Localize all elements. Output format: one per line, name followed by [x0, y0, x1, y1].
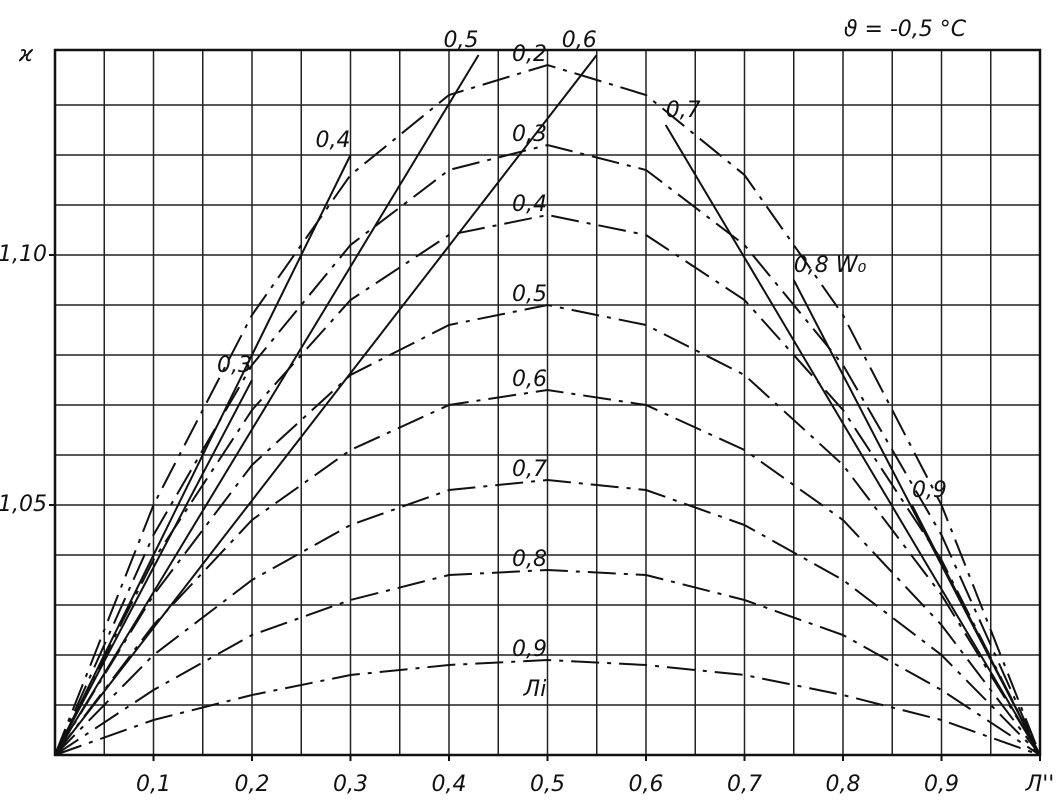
w-line [54, 379, 253, 756]
y-axis-label: ϰ [18, 42, 34, 67]
lambda-curve [54, 63, 1041, 756]
w-line [54, 54, 480, 756]
annotation: Лi [523, 677, 547, 702]
lambda-curve [54, 388, 1041, 756]
series-label: 0,7 [512, 457, 547, 482]
series-label: 0,9 [512, 637, 547, 662]
series-label: 0,8 [512, 547, 547, 572]
x-tick-label: 0,6 [629, 772, 664, 797]
lambda-curve [54, 568, 1041, 756]
x-tick-label: 0,4 [432, 772, 467, 797]
series-label: 0,4 [316, 128, 351, 153]
x-tick-label: Л'' [1025, 772, 1055, 797]
series-label: 0,9 [912, 478, 947, 503]
x-tick-label: 0,8 [826, 772, 861, 797]
x-tick-label: 0,7 [727, 772, 762, 797]
series-label: 0,6 [512, 367, 547, 392]
series-label: 0,4 [512, 192, 547, 217]
series-label: 0,2 [512, 42, 547, 67]
x-tick-label: 0,2 [235, 772, 270, 797]
lambda-curve [54, 478, 1041, 756]
y-tick-label: 1,05 [0, 492, 47, 517]
x-tick-label: 0,5 [530, 772, 565, 797]
x-tick-label: 0,3 [333, 772, 368, 797]
lambda-curve [54, 303, 1041, 756]
series-label: 0,5 [512, 282, 547, 307]
w-line [54, 154, 352, 756]
w-line [911, 504, 1041, 756]
series-label: 0,7 [666, 98, 701, 123]
lambda-curve [54, 658, 1041, 756]
y-tick-label: 1,10 [0, 242, 47, 267]
w-line [664, 124, 1041, 756]
lambda-curve [54, 213, 1041, 756]
series-label: 0,6 [562, 28, 597, 53]
chart-title: ϑ = -0,5 °C [844, 17, 967, 42]
series-label: 0,5 [444, 28, 479, 53]
w-line [54, 54, 598, 756]
x-tick-label: 0,9 [924, 772, 959, 797]
series-label: 0,8 W₀ [794, 253, 867, 278]
x-tick-label: 0,1 [136, 772, 171, 797]
